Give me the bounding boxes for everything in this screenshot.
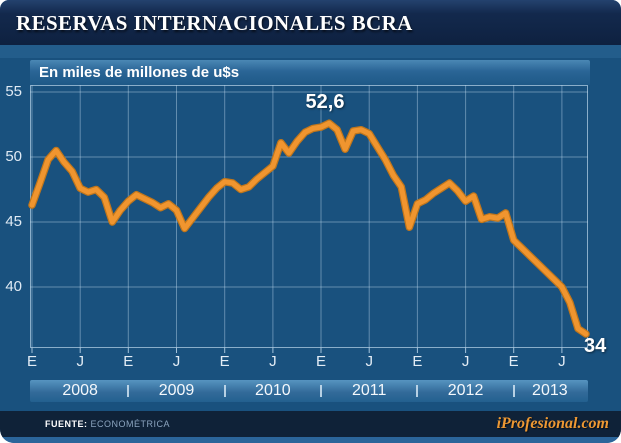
year-band: 2008 2009 2010 2011 2012 2013 [30,380,588,402]
bottom-strip [0,437,621,443]
plot-area [28,85,590,353]
x-axis-tick-label: E [315,353,326,370]
x-axis-tick-label: E [219,353,230,370]
year-separator [223,385,226,397]
year-separator [320,385,322,397]
year-separator [416,385,419,397]
year-separator [512,385,515,397]
year-label: 2013 [532,382,568,399]
page-title: RESERVAS INTERNACIONALES BCRA [16,11,413,35]
last-value-annotation: 34 [584,335,607,357]
y-axis-tick-label: 55 [5,83,22,100]
reserves-line-chart [28,85,590,353]
header-strip [0,45,621,58]
x-axis-tick-label: J [365,353,373,370]
x-axis-tick-label: E [412,353,423,370]
peak-annotation: 52,6 [305,91,345,113]
x-axis-tick-label: J [269,353,277,370]
x-axis-tick-label: E [26,353,37,370]
year-label: 2009 [158,382,195,399]
x-axis-tick-label: J [76,353,84,370]
chart-subtitle: En miles de millones de u$s [39,64,240,81]
source-line: FUENTE: ECONOMÉTRICA [45,411,170,437]
header: RESERVAS INTERNACIONALES BCRA [0,0,621,45]
y-axis-tick-label: 40 [5,278,22,295]
year-label: 2011 [351,382,387,399]
x-axis-tick-label: E [123,353,134,370]
year-label: 2010 [255,382,291,399]
year-label: 2008 [62,382,98,399]
y-axis-labels: 55 50 45 40 [0,83,27,348]
y-axis-tick-label: 50 [5,148,22,165]
footer: FUENTE: ECONOMÉTRICA iProfesional.com [0,411,621,437]
year-separator [127,385,130,397]
year-label: 2012 [447,382,484,399]
x-axis-tick-label: E [508,353,519,370]
chart-subtitle-bar: En miles de millones de u$s [30,60,590,85]
x-axis-tick-label: J [558,353,566,370]
x-axis-tick-label: J [172,353,181,370]
source-label: FUENTE: [45,419,88,429]
y-axis-tick-label: 45 [5,213,22,230]
x-axis-tick-label: J [461,353,470,370]
source-value: ECONOMÉTRICA [90,419,171,429]
brand-logo: iProfesional.com [496,415,609,432]
